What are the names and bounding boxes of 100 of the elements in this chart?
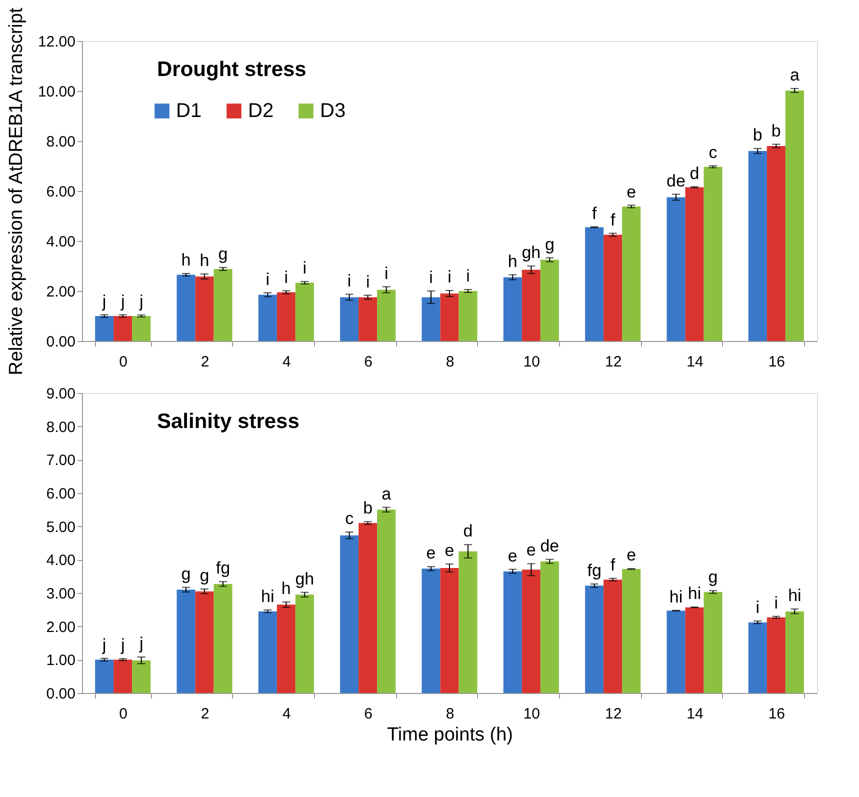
data-label: j [120, 292, 125, 311]
y-tick-label: 10.00 [38, 84, 76, 100]
bar [685, 187, 704, 341]
bar [114, 660, 132, 693]
data-label: f [610, 555, 616, 574]
text: Salinity stress [157, 410, 300, 433]
y-tick-label: 2.00 [46, 284, 76, 300]
bar [522, 270, 540, 341]
y-tick-label: 7.00 [46, 452, 76, 470]
data-label: j [138, 292, 144, 311]
bar [95, 316, 114, 341]
bar [666, 197, 686, 341]
x-tick-label: 4 [282, 706, 291, 722]
x-tick-label: 4 [282, 354, 291, 370]
data-label: hi [688, 584, 702, 603]
y-tick-label: 3.00 [46, 586, 76, 602]
data-label: d [463, 522, 473, 541]
data-label: i [429, 268, 433, 287]
bar [422, 297, 440, 341]
bar [276, 292, 296, 341]
data-label: j [120, 636, 125, 655]
bar [585, 227, 604, 341]
y-tick-label: 8.00 [46, 418, 76, 436]
data-label: j [138, 634, 144, 653]
data-label: de [540, 536, 560, 556]
y-tick-label: 8.00 [46, 134, 76, 150]
bar [258, 611, 277, 693]
bar [295, 282, 314, 341]
bar [522, 570, 540, 693]
legend-label: D2 [248, 100, 274, 122]
x-tick-label: 8 [446, 706, 454, 722]
data-label: e [426, 544, 436, 563]
data-label: fg [216, 558, 230, 578]
bar [340, 535, 359, 693]
data-label: i [347, 271, 352, 290]
data-label: i [284, 268, 288, 287]
bar [377, 290, 396, 341]
data-label: i [756, 598, 760, 617]
x-tick-label: 14 [686, 706, 704, 722]
data-label: g [200, 566, 210, 585]
legend-label: D3 [320, 100, 346, 122]
bar [176, 274, 196, 341]
data-label: h [181, 250, 191, 270]
x-tick-label: 6 [364, 706, 373, 722]
data-label: i [384, 264, 388, 283]
data-label: e [626, 182, 636, 202]
data-label: e [508, 546, 518, 566]
bar [195, 276, 214, 341]
bar [114, 316, 132, 341]
bar [503, 277, 522, 341]
data-label: g [218, 244, 228, 264]
x-tick-label: 0 [119, 706, 128, 722]
data-label: g [181, 564, 191, 584]
bar [458, 291, 478, 341]
bar [377, 510, 396, 693]
data-label: c [345, 509, 354, 528]
bar [295, 594, 314, 693]
bar [214, 269, 232, 341]
x-tick-label: 10 [523, 354, 540, 370]
bar [440, 294, 459, 341]
bar [540, 561, 559, 693]
bar [358, 297, 378, 341]
data-label: i [266, 270, 270, 289]
data-label: hi [669, 587, 683, 606]
data-label: i [366, 272, 370, 292]
data-label: e [626, 546, 636, 565]
data-label: f [592, 204, 597, 223]
bar [132, 316, 151, 341]
data-label: de [666, 171, 686, 190]
data-label: hi [788, 586, 802, 605]
y-tick-label: 5.00 [46, 518, 76, 536]
data-label: e [444, 541, 454, 560]
bar [440, 568, 459, 693]
data-label: b [752, 126, 762, 144]
data-label: e [526, 540, 536, 560]
bar [340, 297, 359, 341]
data-label: i [466, 266, 470, 286]
x-tick-label: 12 [604, 706, 622, 722]
data-label: h [200, 251, 210, 270]
y-tick-label: 9.00 [46, 386, 76, 402]
bar [422, 568, 440, 693]
bar [503, 571, 522, 693]
x-tick-label: 16 [768, 354, 786, 370]
data-label: g [708, 568, 718, 587]
data-label: c [708, 142, 718, 162]
y-tick-label: 0.00 [46, 686, 76, 702]
bar [704, 166, 722, 341]
bar [666, 610, 686, 693]
x-tick-label: 10 [523, 706, 540, 722]
bar [585, 586, 604, 693]
data-label: f [610, 210, 616, 230]
bar [766, 146, 786, 341]
data-label: b [363, 498, 373, 518]
bar [748, 151, 767, 341]
x-tick-label: 2 [200, 354, 210, 370]
bar [214, 584, 232, 693]
y-tick-label: 1.00 [46, 652, 76, 670]
data-label: d [690, 164, 700, 183]
bar [785, 611, 804, 693]
data-label: gh [522, 243, 541, 262]
